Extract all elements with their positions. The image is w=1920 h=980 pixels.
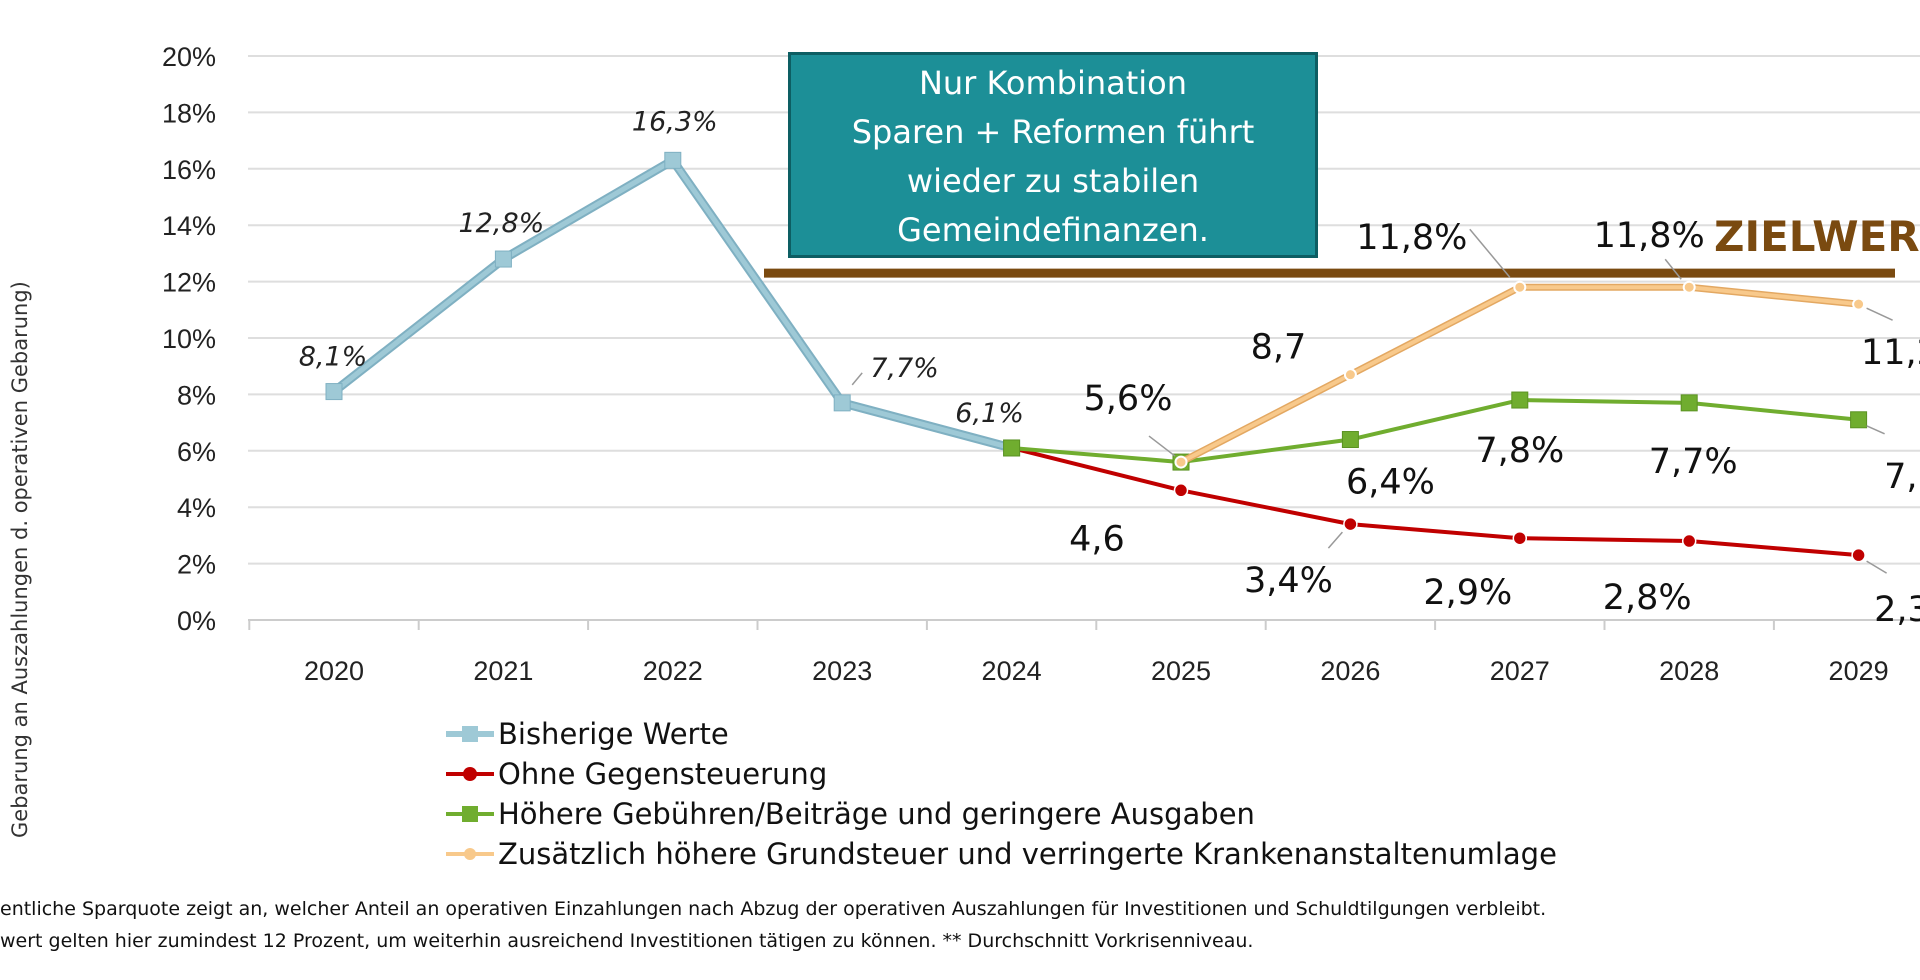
data-label: 11,8% <box>1594 216 1705 256</box>
legend-label: Ohne Gegensteuerung <box>498 757 827 791</box>
leader-line <box>1148 435 1176 457</box>
data-point <box>1852 297 1866 311</box>
data-point <box>1174 455 1188 469</box>
legend-label: Zusätzlich höhere Grundsteuer und verrin… <box>498 837 1557 871</box>
data-point <box>1173 483 1189 498</box>
data-point <box>1341 431 1359 449</box>
leader-line <box>851 372 863 386</box>
data-label: 16,3% <box>632 106 718 137</box>
legend-label: Höhere Gebühren/Beiträge und geringere A… <box>498 797 1255 831</box>
leader-line <box>1664 258 1682 280</box>
x-tick-label: 2026 <box>1320 656 1380 686</box>
legend: Bisherige Werte Ohne Gegensteuerung Höhere… <box>446 717 1557 871</box>
data-label: 7,1% <box>1884 457 1920 497</box>
legend-marker <box>463 767 477 781</box>
callout-line: Sparen + Reformen führt <box>851 113 1255 151</box>
series-line <box>1011 446 1859 558</box>
y-tick-label: 6% <box>177 437 216 467</box>
y-tick-label: 18% <box>162 98 216 128</box>
callout-line: Gemeindefinanzen. <box>897 211 1209 249</box>
y-tick-label: 4% <box>177 493 216 523</box>
target-label: ZIELWER <box>1714 212 1920 261</box>
data-label: 3,4% <box>1244 561 1333 601</box>
x-tick-label: 2024 <box>982 656 1042 686</box>
y-tick-label: 8% <box>177 380 216 410</box>
data-point <box>1850 411 1868 429</box>
y-axis-ticks: 0% 2% 4% 6% 8% 10% 12% 14% 16% 18% 20% <box>162 42 216 636</box>
leader-line <box>1866 307 1893 321</box>
data-label: 11,8% <box>1356 218 1467 258</box>
data-label: 7,7% <box>870 353 939 384</box>
x-tick-label: 2029 <box>1829 656 1889 686</box>
footnote-1: entliche Sparquote zeigt an, welcher Ant… <box>0 898 1547 920</box>
legend-item: Zusätzlich höhere Grundsteuer und verrin… <box>446 837 1557 871</box>
series-0 <box>325 151 1021 457</box>
data-label: 2,8% <box>1603 578 1692 618</box>
x-tick-label: 2022 <box>643 656 703 686</box>
data-point <box>1003 439 1021 457</box>
x-tick-label: 2027 <box>1490 656 1550 686</box>
legend-marker <box>464 848 476 860</box>
data-point <box>1681 533 1697 549</box>
data-point <box>1682 280 1696 294</box>
callout-line: Nur Kombination <box>918 64 1188 102</box>
data-label: 5,6% <box>1084 379 1173 419</box>
x-axis: 2020 2021 2022 2023 2024 2025 2026 2027 2028 2029 <box>248 620 1889 686</box>
x-tick-label: 2023 <box>812 656 872 686</box>
x-tick-label: 2028 <box>1659 656 1719 686</box>
y-axis-label: Gebarung an Auszahlungen d. operativen G… <box>8 281 32 838</box>
y-tick-label: 14% <box>162 211 216 241</box>
data-label: 2,9% <box>1423 573 1512 613</box>
x-tick-label: 2020 <box>304 656 364 686</box>
y-tick-label: 0% <box>177 606 216 636</box>
data-point <box>325 383 343 401</box>
legend-item: Ohne Gegensteuerung <box>446 757 827 791</box>
legend-marker <box>462 806 478 822</box>
leader-line <box>1327 531 1343 549</box>
legend-marker <box>462 726 478 742</box>
data-label: 2,3% <box>1874 590 1920 630</box>
legend-item: Höhere Gebühren/Beiträge und geringere A… <box>446 797 1255 831</box>
data-label: 7,8% <box>1475 431 1564 471</box>
data-point <box>1343 368 1357 382</box>
data-point <box>494 250 512 268</box>
data-label: 6,4% <box>1346 463 1435 503</box>
data-label: 8,1% <box>299 342 368 373</box>
data-point <box>664 151 682 169</box>
footnote-2: wert gelten hier zumindest 12 Prozent, u… <box>0 930 1254 952</box>
legend-label: Bisherige Werte <box>498 717 729 751</box>
data-label: 8,7 <box>1251 328 1307 368</box>
leader-line <box>1866 425 1885 435</box>
leader-line <box>1866 560 1887 574</box>
series-group <box>325 151 1868 563</box>
data-point <box>1512 530 1528 546</box>
data-point <box>1343 516 1358 532</box>
data-label: 4,6 <box>1069 519 1125 559</box>
y-tick-label: 2% <box>177 550 216 580</box>
callout-box: Nur Kombination Sparen + Reformen führt … <box>788 52 1318 258</box>
data-label: 11,2% <box>1861 333 1920 373</box>
y-tick-label: 10% <box>162 324 216 354</box>
data-point <box>1680 394 1698 412</box>
leader-line <box>1469 228 1511 278</box>
series-3 <box>1174 280 1866 469</box>
data-point <box>833 394 851 412</box>
y-tick-label: 16% <box>162 155 216 185</box>
x-tick-label: 2025 <box>1151 656 1211 686</box>
y-tick-label: 20% <box>162 42 216 72</box>
callout-line: wieder zu stabilen <box>906 162 1200 200</box>
data-labels: 8,1% 12,8% 16,3% 7,7% 6,1% 4,6 3,4% 2,9% 2,8% 2,3… <box>299 106 1920 630</box>
data-point <box>1513 280 1527 294</box>
data-point <box>1511 391 1529 409</box>
data-point <box>1851 547 1866 563</box>
data-label: 12,8% <box>459 208 545 239</box>
data-label: 7,7% <box>1649 442 1738 482</box>
data-label: 6,1% <box>955 398 1024 429</box>
x-tick-label: 2021 <box>473 656 533 686</box>
y-tick-label: 12% <box>162 268 216 298</box>
series-line <box>1011 398 1859 465</box>
legend-item: Bisherige Werte <box>446 717 729 751</box>
